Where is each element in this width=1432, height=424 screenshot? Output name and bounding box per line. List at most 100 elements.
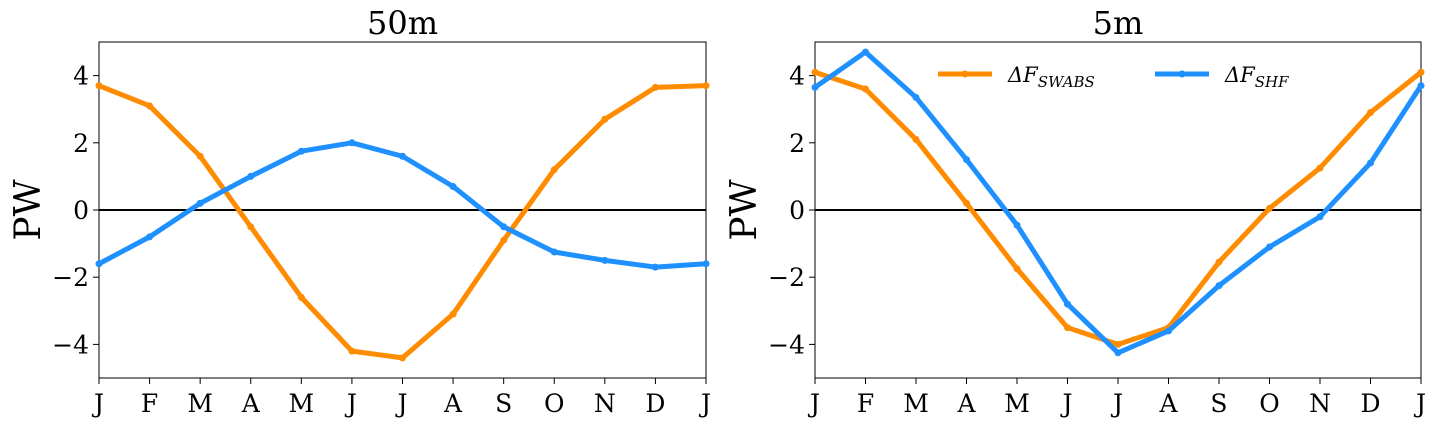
data-point-swabs: [197, 153, 204, 160]
data-point-swabs: [500, 237, 507, 244]
data-point-shf: [652, 264, 659, 271]
data-point-swabs: [1216, 259, 1223, 266]
data-point-shf: [601, 257, 608, 264]
legend-marker: [962, 71, 969, 78]
x-tick-label: A: [1158, 389, 1178, 418]
data-point-swabs: [601, 116, 608, 123]
data-point-swabs: [551, 166, 558, 173]
data-point-swabs: [399, 354, 406, 361]
x-tick-label: A: [956, 389, 976, 418]
data-point-shf: [862, 49, 869, 56]
data-point-swabs: [96, 82, 103, 89]
data-point-swabs: [247, 223, 254, 230]
series-line-shf: [99, 143, 706, 267]
x-tick-label: F: [857, 389, 874, 418]
data-point-shf: [913, 94, 920, 101]
y-axis-label: PW: [724, 179, 765, 240]
data-point-shf: [551, 249, 558, 256]
chart-title: 5m: [1093, 4, 1144, 42]
x-tick-label: J: [1413, 389, 1426, 418]
data-point-swabs: [1317, 165, 1324, 172]
x-tick-label: J: [698, 389, 711, 418]
x-tick-label: J: [91, 389, 104, 418]
legend-label: ΔFSWABS: [1007, 63, 1095, 91]
y-tick-label: 2: [789, 129, 805, 158]
y-tick-label: 4: [789, 62, 805, 91]
data-point-swabs: [1115, 341, 1122, 348]
data-point-swabs: [450, 311, 457, 318]
x-tick-label: M: [289, 389, 315, 418]
y-tick-label: 0: [789, 196, 805, 225]
data-point-swabs: [1418, 69, 1425, 76]
legend-label-subscript: SHF: [1255, 73, 1289, 91]
x-tick-label: S: [1210, 389, 1227, 418]
y-tick-label: −2: [52, 263, 89, 292]
data-point-swabs: [913, 136, 920, 143]
data-point-swabs: [146, 102, 153, 109]
data-point-shf: [1367, 159, 1374, 166]
x-tick-label: D: [1360, 389, 1380, 418]
y-tick-label: −2: [768, 263, 805, 292]
chart-title: 50m: [367, 4, 438, 42]
data-point-shf: [348, 139, 355, 146]
data-point-shf: [399, 153, 406, 160]
data-point-shf: [450, 183, 457, 190]
data-point-swabs: [1266, 205, 1273, 212]
x-tick-label: D: [645, 389, 665, 418]
x-tick-label: A: [443, 389, 463, 418]
y-tick-label: −4: [52, 330, 89, 359]
data-point-swabs: [298, 294, 305, 301]
data-point-shf: [96, 260, 103, 267]
x-tick-label: J: [344, 389, 357, 418]
data-point-swabs: [652, 84, 659, 91]
data-point-shf: [197, 200, 204, 207]
data-point-shf: [1216, 282, 1223, 289]
data-point-shf: [1418, 82, 1425, 89]
x-tick-label: M: [187, 389, 213, 418]
legend-label: ΔFSHF: [1224, 63, 1289, 91]
y-tick-label: 2: [73, 129, 89, 158]
data-point-shf: [1317, 213, 1324, 220]
x-tick-label: S: [495, 389, 512, 418]
data-point-swabs: [1064, 324, 1071, 331]
x-tick-label: M: [1004, 389, 1030, 418]
data-point-swabs: [348, 348, 355, 355]
x-tick-label: N: [594, 389, 616, 418]
data-point-shf: [703, 260, 710, 267]
legend-label-subscript: SWABS: [1038, 73, 1095, 91]
data-point-swabs: [862, 86, 869, 93]
x-tick-label: J: [1110, 389, 1123, 418]
x-tick-label: O: [544, 389, 565, 418]
data-point-shf: [1064, 301, 1071, 308]
data-point-swabs: [703, 82, 710, 89]
legend: ΔFSWABS ΔFSHF: [938, 63, 1289, 91]
legend-marker: [1179, 71, 1186, 78]
x-tick-label: M: [903, 389, 929, 418]
data-point-shf: [247, 173, 254, 180]
legend-label-main: ΔF: [1007, 63, 1039, 87]
data-point-shf: [812, 84, 819, 91]
data-point-shf: [298, 148, 305, 155]
data-point-swabs: [1367, 109, 1374, 116]
data-point-swabs: [812, 69, 819, 76]
series-line-swabs: [99, 86, 706, 358]
data-point-shf: [500, 223, 507, 230]
x-tick-label: A: [241, 389, 261, 418]
data-point-swabs: [963, 200, 970, 207]
data-point-shf: [1266, 243, 1273, 250]
data-point-shf: [146, 233, 153, 240]
data-point-shf: [1165, 327, 1172, 334]
x-tick-label: J: [1059, 389, 1072, 418]
y-tick-label: 0: [73, 196, 89, 225]
x-tick-label: F: [141, 389, 158, 418]
series-line-shf: [815, 52, 1421, 353]
y-axis-label: PW: [8, 179, 49, 240]
x-tick-label: N: [1309, 389, 1331, 418]
x-tick-label: J: [394, 389, 407, 418]
data-point-shf: [1115, 349, 1122, 356]
legend-label-main: ΔF: [1224, 63, 1256, 87]
y-tick-label: −4: [768, 330, 805, 359]
